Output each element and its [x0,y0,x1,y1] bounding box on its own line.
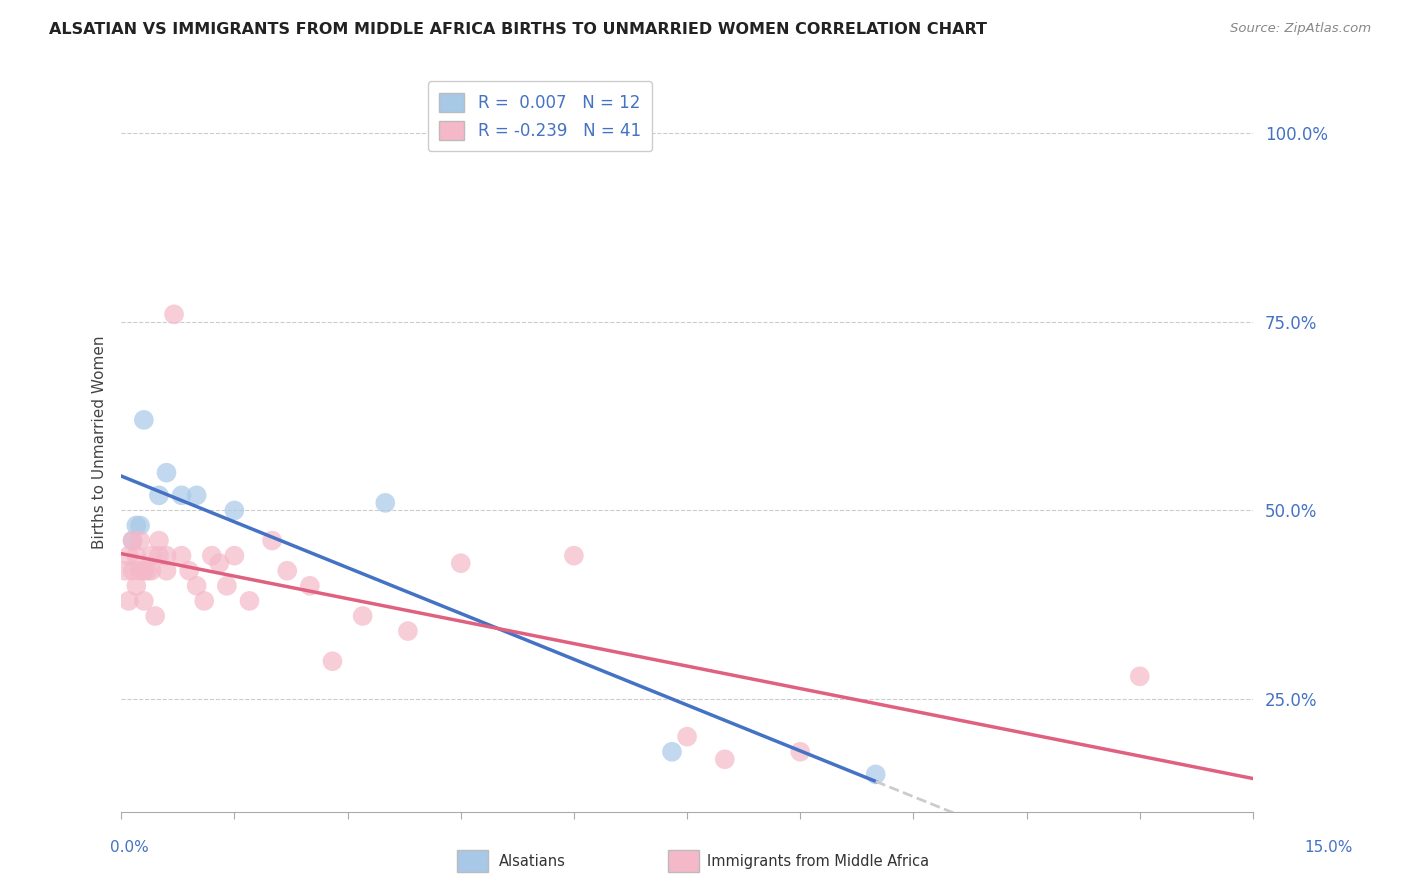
Point [396,624,419,638]
Point [374,496,396,510]
Point [136,564,159,578]
Text: ALSATIAN VS IMMIGRANTS FROM MIDDLE AFRICA BIRTHS TO UNMARRIED WOMEN CORRELATION : ALSATIAN VS IMMIGRANTS FROM MIDDLE AFRIC… [49,22,987,37]
Point [121,533,143,548]
Point [121,533,143,548]
Point [276,564,298,578]
Point [186,488,208,502]
Point [215,579,238,593]
Point [208,556,231,570]
Point [132,413,155,427]
Point [789,745,811,759]
Text: Alsatians: Alsatians [499,855,567,869]
Point [129,564,152,578]
Point [170,488,193,502]
Point [193,594,215,608]
Text: Source: ZipAtlas.com: Source: ZipAtlas.com [1230,22,1371,36]
Point [132,594,155,608]
Point [298,579,321,593]
Point [1129,669,1152,683]
Point [114,564,136,578]
Point [562,549,585,563]
Point [125,549,148,563]
Point [352,609,374,624]
Point [148,488,170,502]
Point [129,533,152,548]
Point [155,549,177,563]
Y-axis label: Births to Unmarried Women: Births to Unmarried Women [93,335,107,549]
Point [224,549,246,563]
Point [450,556,472,570]
Point [262,533,284,548]
Point [143,609,166,624]
Point [118,594,141,608]
Point [125,579,148,593]
Point [141,549,163,563]
Point [186,579,208,593]
Point [238,594,260,608]
Point [661,745,683,759]
Point [865,767,887,781]
Point [125,518,148,533]
Point [676,730,699,744]
Point [170,549,193,563]
Text: 0.0%: 0.0% [110,840,149,855]
Point [714,752,737,766]
Point [118,549,141,563]
Point [148,533,170,548]
Point [201,549,224,563]
Point [121,564,143,578]
Text: Immigrants from Middle Africa: Immigrants from Middle Africa [707,855,929,869]
Point [321,654,343,668]
Point [163,307,186,321]
Point [129,518,152,533]
Point [132,564,155,578]
Point [155,466,177,480]
Point [179,564,201,578]
Point [224,503,246,517]
Point [141,564,163,578]
Text: 15.0%: 15.0% [1305,840,1353,855]
Point [148,549,170,563]
Point [155,564,177,578]
Legend: R =  0.007   N = 12, R = -0.239   N = 41: R = 0.007 N = 12, R = -0.239 N = 41 [427,81,652,152]
